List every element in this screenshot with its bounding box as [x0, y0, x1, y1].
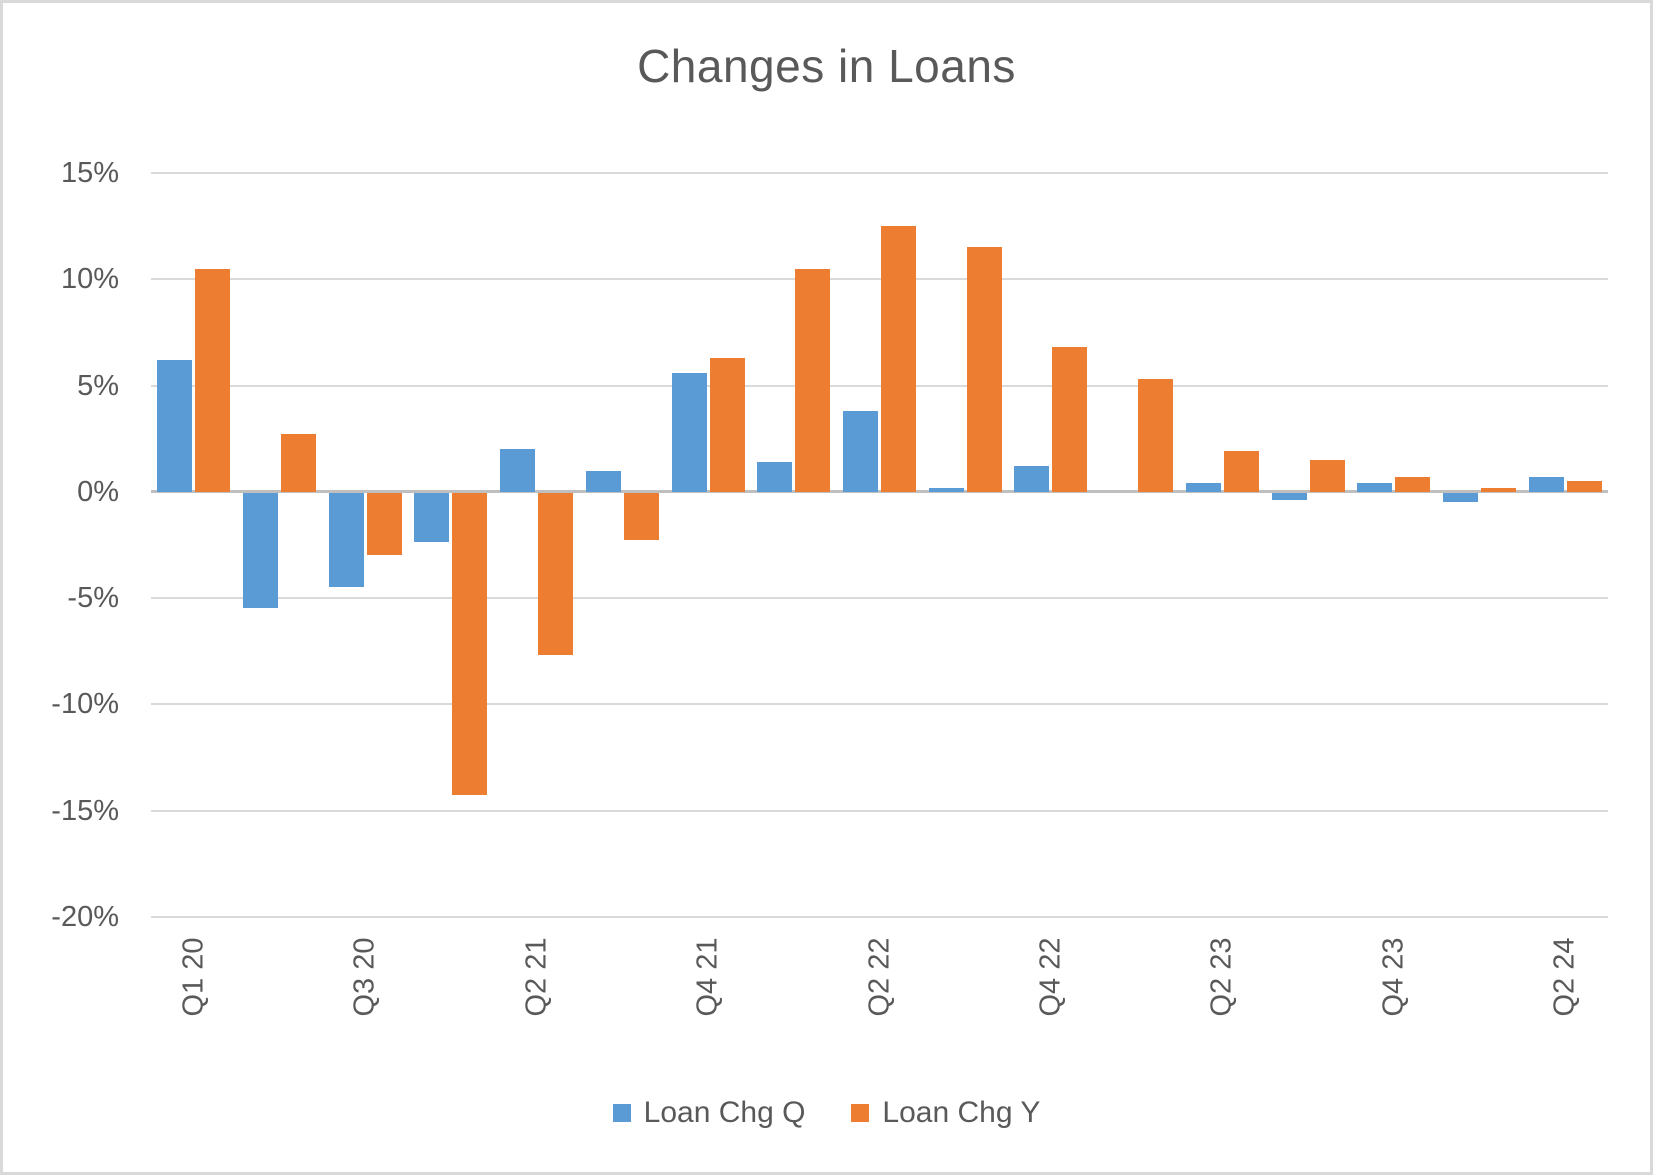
bar-loan-chg-y-q2-23 — [1223, 451, 1259, 492]
bar-loan-chg-q-q2-21 — [500, 449, 536, 492]
gridline--15pct — [151, 809, 1608, 812]
gridline-10pct — [151, 278, 1608, 281]
bar-loan-chg-q-q4-22 — [1014, 466, 1050, 492]
x-tick-label-q2-22: Q2 22 — [863, 937, 895, 1017]
y-tick-label-5pct: 5% — [77, 369, 119, 402]
legend-item-loan-chg-y: Loan Chg Y — [851, 1096, 1040, 1130]
x-tick-label-q2-24: Q2 24 — [1548, 937, 1581, 1017]
y-tick-label-0pct: 0% — [77, 475, 119, 508]
legend-label-loan-chg-y: Loan Chg Y — [882, 1096, 1041, 1129]
bar-loan-chg-y-q1-24 — [1480, 487, 1516, 492]
x-tick-label-q3-20: Q3 20 — [348, 937, 381, 1017]
gridline--20pct — [151, 916, 1608, 918]
y-tick-label--10pct: -10% — [51, 688, 119, 721]
bar-loan-chg-y-q4-23 — [1395, 476, 1431, 492]
bar-loan-chg-y-q4-21 — [709, 357, 745, 492]
bar-loan-chg-y-q3-21 — [623, 493, 659, 541]
bar-loan-chg-y-q3-22 — [966, 247, 1002, 492]
legend-item-loan-chg-q: Loan Chg Q — [612, 1096, 806, 1130]
legend-label-loan-chg-q: Loan Chg Q — [643, 1096, 806, 1129]
bar-loan-chg-q-q3-20 — [328, 493, 364, 587]
bar-loan-chg-q-q3-23 — [1271, 493, 1307, 500]
bar-loan-chg-y-q2-24 — [1566, 481, 1602, 492]
x-tick-label-q4-23: Q4 23 — [1377, 937, 1410, 1017]
bar-loan-chg-q-q2-20 — [243, 493, 279, 609]
x-tick-label-q2-23: Q2 23 — [1205, 937, 1238, 1017]
bar-loan-chg-q-q2-22 — [843, 411, 878, 492]
gridline-0pct — [151, 490, 1608, 494]
gridline--10pct — [151, 703, 1608, 706]
plot-area — [151, 172, 1608, 918]
bar-loan-chg-y-q2-21 — [538, 493, 574, 655]
x-tick-label-q4-21: Q4 21 — [691, 937, 724, 1017]
bar-loan-chg-q-q3-21 — [585, 470, 621, 492]
bar-loan-chg-q-q2-23 — [1185, 483, 1221, 492]
y-tick-label--5pct: -5% — [67, 582, 119, 615]
bar-loan-chg-q-q4-21 — [671, 372, 707, 492]
y-tick-label--20pct: -20% — [51, 901, 119, 933]
bar-loan-chg-y-q1-20 — [195, 268, 231, 492]
bar-loan-chg-y-q3-20 — [366, 493, 402, 555]
bar-loan-chg-y-q1-23 — [1138, 379, 1174, 492]
bar-loan-chg-y-q4-22 — [1052, 347, 1088, 492]
bar-loan-chg-q-q4-23 — [1357, 483, 1393, 492]
bar-loan-chg-q-q1-20 — [157, 360, 193, 492]
x-tick-label-q1-20: Q1 20 — [177, 937, 210, 1017]
bar-loan-chg-y-q1-22 — [795, 268, 831, 492]
gridline--5pct — [151, 597, 1608, 600]
gridline-15pct — [151, 172, 1608, 174]
y-tick-label-15pct: 15% — [60, 157, 119, 189]
bar-loan-chg-q-q3-22 — [928, 487, 964, 492]
gridline-5pct — [151, 384, 1608, 387]
legend-swatch-loan-chg-y — [851, 1104, 870, 1122]
bar-loan-chg-q-q2-24 — [1528, 476, 1564, 492]
bar-loan-chg-y-q3-23 — [1309, 459, 1345, 492]
y-tick-label-10pct: 10% — [60, 263, 119, 296]
x-tick-label-q4-22: Q4 22 — [1034, 937, 1067, 1017]
bar-loan-chg-q-q1-22 — [757, 462, 793, 492]
y-tick-label--15pct: -15% — [51, 794, 119, 827]
bar-loan-chg-q-q1-24 — [1442, 493, 1478, 502]
bar-loan-chg-y-q2-20 — [281, 434, 317, 492]
bar-loan-chg-y-q2-22 — [881, 226, 916, 492]
x-tick-label-q2-21: Q2 21 — [520, 937, 553, 1017]
legend-swatch-loan-chg-q — [612, 1104, 631, 1122]
chart-title: Changes in Loans — [637, 40, 1016, 92]
legend: Loan Chg Q Loan Chg Y — [3, 1096, 1650, 1130]
bar-loan-chg-q-q1-21 — [414, 493, 450, 543]
bar-loan-chg-y-q1-21 — [452, 493, 488, 796]
